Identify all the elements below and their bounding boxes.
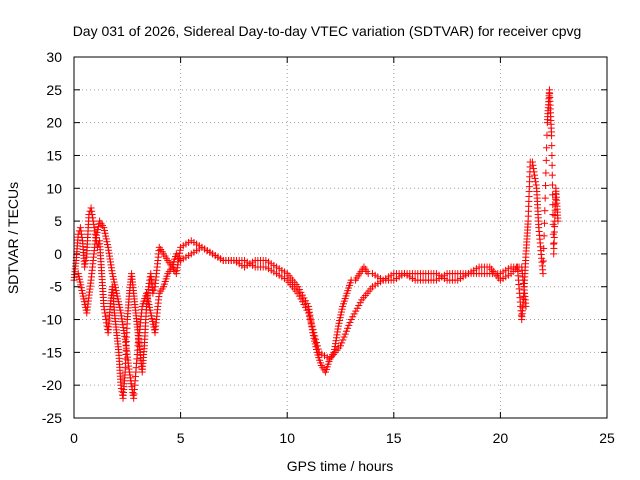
- data-point: [529, 161, 537, 169]
- data-point: [307, 319, 315, 327]
- data-point: [532, 178, 540, 186]
- data-point: [532, 181, 540, 189]
- data-point: [340, 333, 348, 341]
- x-tick-label: 15: [386, 430, 402, 446]
- y-tick-label: 5: [54, 213, 62, 229]
- data-point: [90, 224, 98, 232]
- data-point: [342, 327, 350, 335]
- y-axis-title: SDTVAR / TECUs: [5, 182, 21, 294]
- data-point: [540, 244, 548, 252]
- data-point: [76, 224, 84, 232]
- plot-frame: [73, 56, 608, 419]
- data-point: [341, 330, 349, 338]
- data-point: [542, 169, 550, 177]
- data-point: [554, 217, 562, 225]
- data-point: [529, 165, 537, 173]
- data-point: [548, 181, 556, 189]
- x-tick-label: 5: [177, 430, 185, 446]
- data-point: [101, 309, 109, 317]
- x-tick-label: 20: [493, 430, 509, 446]
- y-tick-label: 10: [46, 180, 62, 196]
- y-tick-label: -25: [42, 410, 62, 426]
- y-tick-label: 15: [46, 147, 62, 163]
- chart-title: Day 031 of 2026, Sidereal Day-to-day VTE…: [73, 23, 582, 39]
- data-point: [149, 289, 157, 297]
- y-tick-label: -5: [50, 279, 63, 295]
- data-point: [89, 217, 97, 225]
- data-point: [88, 211, 96, 219]
- y-tick-label: -20: [42, 377, 62, 393]
- data-point: [345, 321, 353, 329]
- data-point: [541, 194, 549, 202]
- data-point: [543, 131, 551, 139]
- data-point: [88, 207, 96, 215]
- data-point: [548, 161, 556, 169]
- data-point: [308, 322, 316, 330]
- data-point: [309, 325, 317, 333]
- y-tick-label: 25: [46, 82, 62, 98]
- data-point: [306, 316, 314, 324]
- data-point: [548, 142, 556, 150]
- data-point: [531, 171, 539, 179]
- data-point: [541, 207, 549, 215]
- data-point: [540, 219, 548, 227]
- data-point: [81, 263, 89, 271]
- data-point: [305, 309, 313, 317]
- data-point: [522, 302, 530, 310]
- data-point: [549, 191, 557, 199]
- y-tick-label: 0: [54, 246, 62, 262]
- data-point: [548, 171, 556, 179]
- data-point: [102, 316, 110, 324]
- data-point: [82, 253, 90, 261]
- data-point: [314, 345, 322, 353]
- data-point: [312, 335, 320, 343]
- axis-ticks: 0 5 10 15 20 25 -25 -20 -15 -10 -5 0 5 10 15 20 25 30: [42, 49, 615, 446]
- y-tick-label: 20: [46, 115, 62, 131]
- data-point: [77, 230, 85, 238]
- data-point: [539, 257, 547, 265]
- x-axis-title: GPS time / hours: [287, 458, 394, 474]
- x-tick-label: 0: [70, 430, 78, 446]
- data-point: [339, 336, 347, 344]
- data-point: [81, 260, 89, 268]
- data-point: [310, 329, 318, 337]
- data-point: [530, 168, 538, 176]
- data-point: [528, 158, 536, 166]
- data-point: [313, 339, 321, 347]
- data-point: [100, 302, 108, 310]
- data-point: [82, 256, 90, 264]
- data-point: [540, 232, 548, 240]
- data-point: [548, 132, 556, 140]
- data-point: [313, 342, 321, 350]
- data-point: [543, 144, 551, 152]
- data-points: [70, 86, 562, 402]
- data-point: [539, 270, 547, 278]
- data-point: [337, 342, 344, 350]
- x-tick-label: 10: [279, 430, 295, 446]
- data-point: [338, 339, 346, 347]
- data-point: [346, 318, 354, 326]
- y-tick-label: 30: [46, 49, 62, 65]
- data-point: [77, 227, 85, 235]
- data-point: [531, 174, 539, 182]
- y-tick-label: -15: [42, 344, 62, 360]
- data-point: [548, 151, 556, 159]
- data-point: [87, 204, 95, 212]
- data-point: [101, 312, 109, 320]
- data-point: [89, 214, 97, 222]
- data-point: [542, 156, 550, 164]
- data-point: [117, 381, 125, 389]
- x-tick-label: 25: [599, 430, 615, 446]
- data-point: [305, 312, 313, 320]
- y-tick-label: -10: [42, 312, 62, 328]
- data-point: [311, 332, 319, 340]
- data-point: [344, 324, 352, 332]
- data-point: [150, 286, 158, 294]
- data-point: [542, 182, 550, 190]
